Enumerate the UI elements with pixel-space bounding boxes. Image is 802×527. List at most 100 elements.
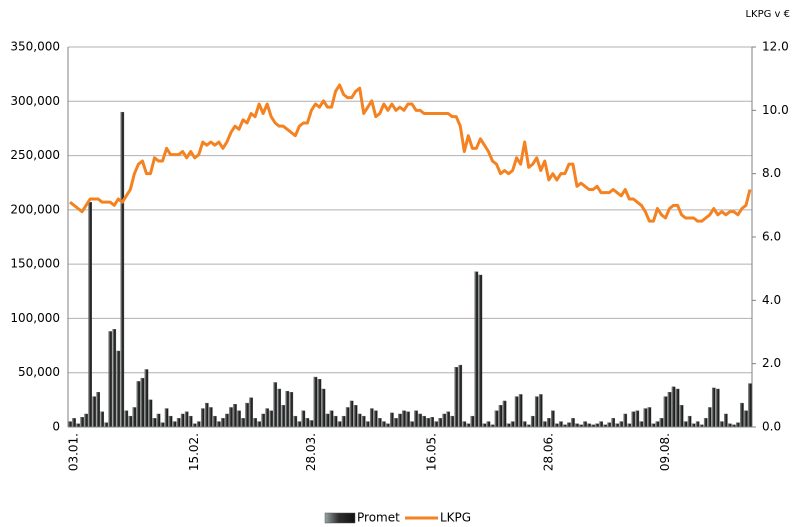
x-tick-label: 09.08. xyxy=(658,433,672,471)
bar xyxy=(542,421,547,428)
bar xyxy=(667,392,672,428)
bar xyxy=(337,421,342,428)
bar xyxy=(217,421,221,428)
bar xyxy=(116,350,121,428)
bar xyxy=(100,411,105,428)
bar xyxy=(184,411,189,428)
bar xyxy=(225,413,229,428)
bar xyxy=(196,421,201,428)
bar xyxy=(269,410,273,428)
bar xyxy=(567,422,571,428)
bar xyxy=(132,407,137,428)
bar xyxy=(124,410,129,428)
bar xyxy=(128,415,133,428)
y2-tick-label: 2.0 xyxy=(762,356,781,370)
bar xyxy=(498,405,503,428)
bar xyxy=(438,418,442,428)
bar xyxy=(450,415,455,428)
bar xyxy=(631,411,636,428)
bar xyxy=(233,404,237,428)
x-tick-label: 28.06. xyxy=(541,433,555,471)
bar xyxy=(382,421,386,428)
bar xyxy=(297,421,302,428)
bar xyxy=(659,418,664,428)
bar xyxy=(518,394,523,428)
bar xyxy=(522,421,527,428)
bar xyxy=(462,421,467,428)
bar xyxy=(748,383,752,428)
bar xyxy=(273,382,278,428)
bar xyxy=(345,407,350,428)
bar xyxy=(120,111,125,428)
bar xyxy=(559,421,563,428)
bar xyxy=(530,415,535,428)
bar xyxy=(309,420,314,428)
bar xyxy=(647,407,652,428)
bar xyxy=(458,364,463,428)
y2-axis-title: LKPG v € xyxy=(745,9,790,20)
bar xyxy=(261,413,265,428)
bar xyxy=(715,388,720,428)
bar xyxy=(740,402,744,428)
bar xyxy=(84,413,88,428)
bar xyxy=(639,421,644,428)
bar xyxy=(378,418,382,428)
bar xyxy=(623,413,628,428)
bar xyxy=(176,418,181,428)
bar xyxy=(88,202,92,428)
y-tick-label: 0 xyxy=(52,420,60,434)
bar xyxy=(402,410,406,428)
y2-tick-label: 4.0 xyxy=(762,293,781,307)
bar xyxy=(390,412,394,428)
bar xyxy=(687,415,692,428)
bar xyxy=(245,402,249,428)
y-tick-label: 150,000 xyxy=(10,257,60,271)
bar xyxy=(241,418,245,428)
bar xyxy=(478,274,483,428)
bar xyxy=(635,410,640,428)
x-tick-label: 03.01. xyxy=(67,433,81,471)
bar xyxy=(422,415,426,428)
bar xyxy=(470,415,475,428)
bar xyxy=(703,418,708,428)
bar xyxy=(571,418,575,428)
bar xyxy=(551,410,555,428)
x-tick-label: 16.05. xyxy=(425,433,439,471)
bar xyxy=(446,411,451,428)
bar xyxy=(430,417,434,428)
bar xyxy=(229,407,233,428)
bar xyxy=(365,421,370,428)
bar xyxy=(281,405,286,428)
y2-tick-label: 0.0 xyxy=(762,420,781,434)
y-tick-label: 350,000 xyxy=(10,40,60,54)
bar xyxy=(68,421,72,428)
bar xyxy=(200,408,205,428)
bar xyxy=(180,413,185,428)
bar xyxy=(257,421,261,428)
bar xyxy=(160,422,165,428)
y-tick-label: 300,000 xyxy=(10,94,60,108)
bar xyxy=(410,421,414,428)
line xyxy=(69,83,752,223)
bar xyxy=(599,421,603,428)
bar xyxy=(209,407,213,428)
bar xyxy=(80,417,84,428)
bar xyxy=(394,418,398,428)
bar xyxy=(707,407,712,428)
bar xyxy=(442,413,447,428)
y2-tick-label: 12.0 xyxy=(762,40,789,54)
bar xyxy=(349,400,354,428)
bar xyxy=(329,410,334,428)
bar xyxy=(454,367,459,428)
y-tick-label: 50,000 xyxy=(18,365,60,379)
bar xyxy=(643,408,648,428)
bar xyxy=(92,396,96,428)
bar xyxy=(301,410,306,428)
x-tick-label: 15.02. xyxy=(187,433,201,471)
bar xyxy=(418,413,422,428)
bar xyxy=(321,388,326,428)
bar xyxy=(156,413,161,428)
bar xyxy=(341,415,346,428)
bar xyxy=(414,410,418,428)
bar xyxy=(534,396,539,428)
